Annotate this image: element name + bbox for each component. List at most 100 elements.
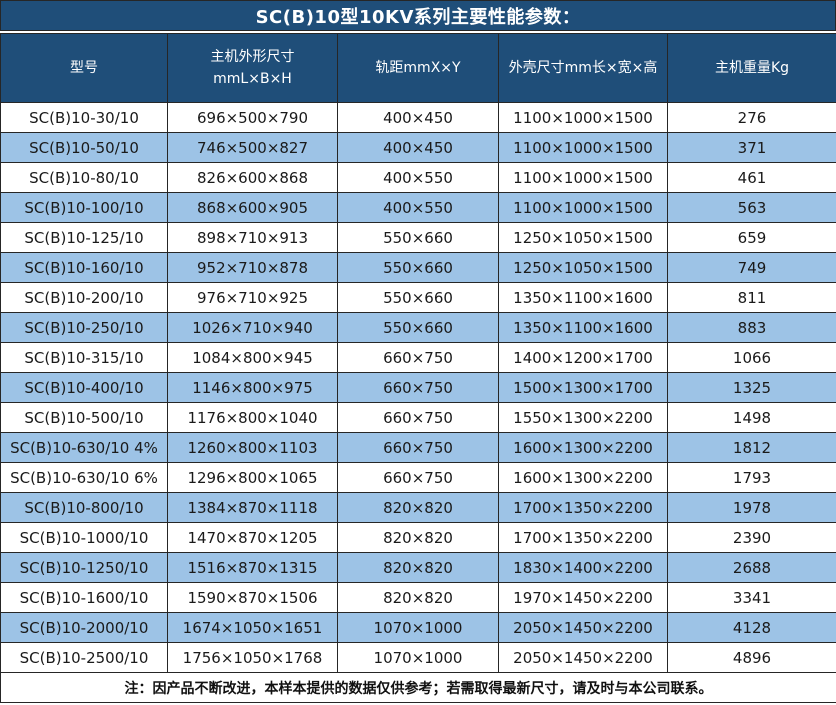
header-row: 型号 主机外形尺寸 mmL×B×H 轨距mmX×Y 外壳尺寸mm长×宽×高 主机重量Kg [0, 33, 836, 103]
table-cell: 660×750 [337, 402, 499, 433]
table-cell: 461 [667, 162, 836, 193]
table-cell: 1070×1000 [337, 642, 499, 673]
table-cell: SC(B)10-50/10 [0, 132, 168, 163]
table-cell: 746×500×827 [167, 132, 338, 163]
table-cell: 660×750 [337, 342, 499, 373]
note-row: 注：因产品不断改进，本样本提供的数据仅供参考；若需取得最新尺寸，请及时与本公司联… [0, 672, 836, 703]
table-cell: 1600×1300×2200 [498, 432, 668, 463]
table-cell: 1498 [667, 402, 836, 433]
table-cell: SC(B)10-160/10 [0, 252, 168, 283]
table-cell: 1296×800×1065 [167, 462, 338, 493]
table-cell: 550×660 [337, 312, 499, 343]
table-cell: SC(B)10-2500/10 [0, 642, 168, 673]
table-cell: SC(B)10-500/10 [0, 402, 168, 433]
table-row: SC(B)10-50/10 746×500×827 400×450 1100×1000… [0, 132, 836, 163]
table-cell: 1026×710×940 [167, 312, 338, 343]
table-cell: 550×660 [337, 222, 499, 253]
table-cell: 400×450 [337, 132, 499, 163]
header-cell: 外壳尺寸mm长×宽×高 [498, 33, 668, 103]
table-cell: 1700×1350×2200 [498, 522, 668, 553]
table-row: SC(B)10-80/10 826×600×868 400×550 1100×1000… [0, 162, 836, 193]
table-cell: 696×500×790 [167, 102, 338, 133]
table-cell: 820×820 [337, 492, 499, 523]
footer-note: 注：因产品不断改进，本样本提供的数据仅供参考；若需取得最新尺寸，请及时与本公司联… [0, 672, 836, 703]
table-cell: 1384×870×1118 [167, 492, 338, 523]
header-cell: 主机重量Kg [667, 33, 836, 103]
table-cell: 1066 [667, 342, 836, 373]
table-row: SC(B)10-1250/10 1516×870×1315 820×820 1830×… [0, 552, 836, 583]
table-cell: 550×660 [337, 282, 499, 313]
table-cell: 1590×870×1506 [167, 582, 338, 613]
table-cell: 3341 [667, 582, 836, 613]
table-row: SC(B)10-630/10 6% 1296×800×1065 660×750 160… [0, 462, 836, 493]
table-cell: 868×600×905 [167, 192, 338, 223]
table-cell: SC(B)10-315/10 [0, 342, 168, 373]
table-cell: SC(B)10-630/10 6% [0, 462, 168, 493]
spec-table: 型号 主机外形尺寸 mmL×B×H 轨距mmX×Y 外壳尺寸mm长×宽×高 主机重量Kg… [0, 33, 836, 703]
table-row: SC(B)10-800/10 1384×870×1118 820×820 1700×1… [0, 492, 836, 523]
table-cell: SC(B)10-100/10 [0, 192, 168, 223]
table-cell: 1793 [667, 462, 836, 493]
table-cell: 811 [667, 282, 836, 313]
table-cell: 2390 [667, 522, 836, 553]
table-cell: 1978 [667, 492, 836, 523]
table-cell: SC(B)10-630/10 4% [0, 432, 168, 463]
table-cell: SC(B)10-200/10 [0, 282, 168, 313]
header-cell: 主机外形尺寸 mmL×B×H [167, 33, 338, 103]
table-cell: 976×710×925 [167, 282, 338, 313]
table-cell: 4128 [667, 612, 836, 643]
table-row: SC(B)10-125/10 898×710×913 550×660 1250×105… [0, 222, 836, 253]
table-cell: 1500×1300×1700 [498, 372, 668, 403]
table-cell: SC(B)10-2000/10 [0, 612, 168, 643]
table-row: SC(B)10-2500/10 1756×1050×1768 1070×1000 20… [0, 642, 836, 673]
table-cell: 1970×1450×2200 [498, 582, 668, 613]
table-cell: SC(B)10-1000/10 [0, 522, 168, 553]
table-cell: SC(B)10-250/10 [0, 312, 168, 343]
table-cell: 2050×1450×2200 [498, 612, 668, 643]
table-cell: SC(B)10-80/10 [0, 162, 168, 193]
table-body: SC(B)10-30/10 696×500×790 400×450 1100×1000… [0, 102, 836, 673]
table-cell: 371 [667, 132, 836, 163]
table-cell: 1516×870×1315 [167, 552, 338, 583]
table-cell: 883 [667, 312, 836, 343]
table-cell: 1600×1300×2200 [498, 462, 668, 493]
table-cell: 1830×1400×2200 [498, 552, 668, 583]
table-cell: 1100×1000×1500 [498, 162, 668, 193]
table-cell: 400×550 [337, 192, 499, 223]
table-cell: 1325 [667, 372, 836, 403]
table-cell: SC(B)10-125/10 [0, 222, 168, 253]
table-cell: 749 [667, 252, 836, 283]
table-cell: 660×750 [337, 462, 499, 493]
table-row: SC(B)10-315/10 1084×800×945 660×750 1400×12… [0, 342, 836, 373]
table-row: SC(B)10-200/10 976×710×925 550×660 1350×110… [0, 282, 836, 313]
header-cell: 轨距mmX×Y [337, 33, 499, 103]
table-cell: 1084×800×945 [167, 342, 338, 373]
table-cell: 1470×870×1205 [167, 522, 338, 553]
table-cell: 563 [667, 192, 836, 223]
table-cell: 1700×1350×2200 [498, 492, 668, 523]
table-row: SC(B)10-400/10 1146×800×975 660×750 1500×13… [0, 372, 836, 403]
table-cell: 898×710×913 [167, 222, 338, 253]
table-cell: 660×750 [337, 432, 499, 463]
table-cell: 952×710×878 [167, 252, 338, 283]
table-cell: 1250×1050×1500 [498, 222, 668, 253]
table-row: SC(B)10-250/10 1026×710×940 550×660 1350×11… [0, 312, 836, 343]
table-cell: 1756×1050×1768 [167, 642, 338, 673]
table-cell: 1350×1100×1600 [498, 282, 668, 313]
table-cell: 1176×800×1040 [167, 402, 338, 433]
table-cell: SC(B)10-1600/10 [0, 582, 168, 613]
table-cell: 826×600×868 [167, 162, 338, 193]
table-cell: 1400×1200×1700 [498, 342, 668, 373]
table-cell: 1100×1000×1500 [498, 132, 668, 163]
table-row: SC(B)10-160/10 952×710×878 550×660 1250×105… [0, 252, 836, 283]
table-cell: 820×820 [337, 582, 499, 613]
table-cell: 1812 [667, 432, 836, 463]
table-cell: 550×660 [337, 252, 499, 283]
page-title: SC(B)10型10KV系列主要性能参数： [0, 0, 836, 31]
table-cell: 659 [667, 222, 836, 253]
table-cell: 660×750 [337, 372, 499, 403]
table-cell: SC(B)10-800/10 [0, 492, 168, 523]
table-row: SC(B)10-1000/10 1470×870×1205 820×820 1700×… [0, 522, 836, 553]
table-cell: 1070×1000 [337, 612, 499, 643]
table-cell: 1260×800×1103 [167, 432, 338, 463]
